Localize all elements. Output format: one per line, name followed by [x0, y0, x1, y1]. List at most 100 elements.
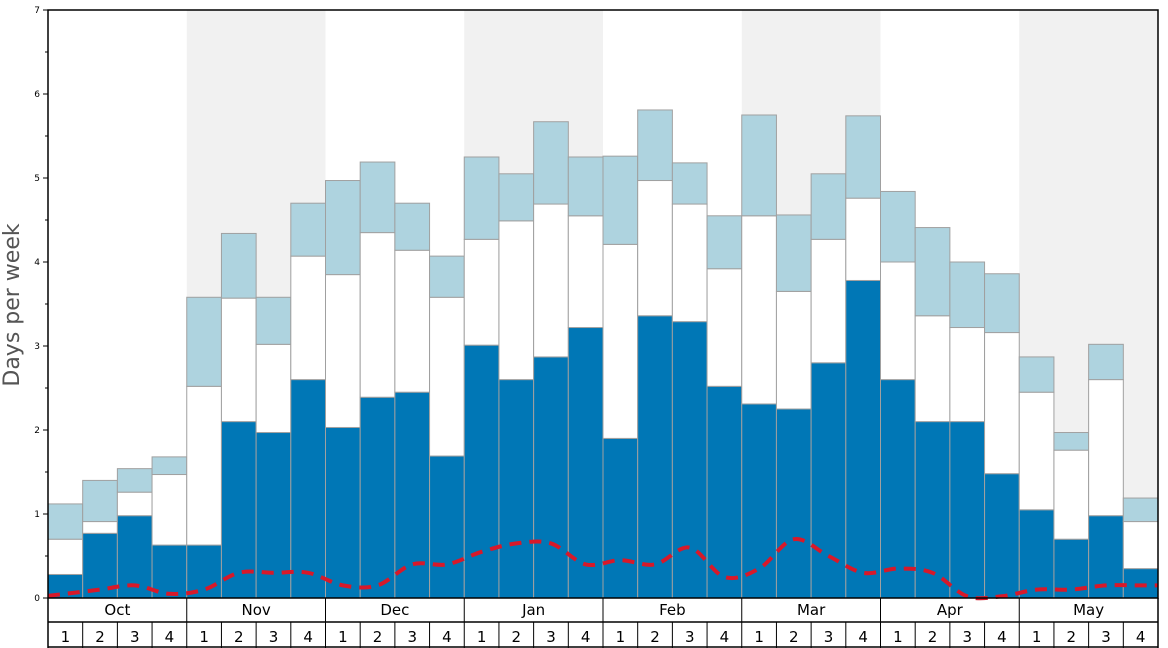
bar-middle-11	[394, 249, 431, 393]
week-label-15: 3	[546, 628, 556, 646]
bar-bottom-17	[602, 437, 639, 599]
bar-top-20	[706, 215, 743, 270]
bar-bottom-13	[463, 344, 500, 599]
y-tick-label-5: 5	[34, 174, 40, 184]
bar-top-7	[255, 296, 292, 345]
bar-top-5	[186, 296, 222, 387]
bar-middle-27	[949, 327, 986, 423]
week-label-12: 4	[442, 628, 452, 646]
week-label-2: 2	[95, 628, 105, 646]
week-label-29: 1	[1032, 628, 1042, 646]
bar-bottom-10	[359, 396, 396, 599]
bar-middle-26	[914, 315, 951, 423]
bar-top-9	[325, 180, 361, 276]
week-label-21: 1	[754, 628, 764, 646]
bar-bottom-8	[290, 379, 326, 599]
week-label-8: 4	[303, 628, 313, 646]
y-axis: 0 1 2 3 4 5 6 7	[34, 6, 48, 604]
week-label-27: 3	[962, 628, 972, 646]
bar-middle-6	[220, 297, 257, 423]
month-label-dec: Dec	[380, 601, 409, 619]
y-tick-label-6: 6	[34, 90, 40, 100]
bar-bottom-9	[325, 426, 361, 599]
bar-top-25	[880, 190, 916, 263]
bar-middle-4	[151, 474, 188, 546]
bar-top-14	[498, 173, 535, 222]
bar-bottom-12	[429, 455, 465, 599]
bar-middle-21	[741, 215, 777, 405]
bar-top-12	[429, 255, 465, 298]
bar-top-1	[47, 503, 84, 540]
bar-middle-15	[533, 203, 569, 358]
y-tick-label-7: 7	[34, 6, 40, 16]
y-tick-label-4: 4	[34, 258, 40, 268]
bar-top-28	[984, 273, 1020, 334]
bar-bottom-18	[637, 315, 673, 599]
week-label-14: 2	[512, 628, 522, 646]
bars	[47, 109, 1159, 599]
bar-middle-13	[463, 238, 500, 346]
week-label-32: 4	[1136, 628, 1146, 646]
bar-bottom-4	[151, 544, 188, 599]
y-tick-label-3: 3	[34, 342, 40, 352]
week-label-25: 1	[893, 628, 903, 646]
x-axis: Oct Nov Dec Jan Feb Mar Apr May 1 2 3 4 1 2 3 4 1 2 3 4 1 2 3 4…	[47, 598, 1159, 648]
week-label-22: 2	[789, 628, 799, 646]
bar-bottom-26	[914, 421, 951, 599]
bar-top-22	[775, 214, 812, 292]
bar-top-17	[602, 155, 639, 245]
week-label-4: 4	[165, 628, 175, 646]
month-label-oct: Oct	[104, 601, 130, 619]
bar-bottom-23	[810, 362, 847, 599]
bar-top-2	[82, 479, 118, 523]
bar-bottom-15	[533, 356, 569, 599]
bar-middle-18	[637, 180, 673, 317]
bar-top-11	[394, 202, 431, 251]
plot-frame	[47, 9, 1159, 599]
bar-top-4	[151, 456, 188, 476]
bar-bottom-32	[1122, 568, 1159, 599]
bar-middle-19	[671, 203, 708, 323]
week-label-7: 3	[269, 628, 279, 646]
week-label-17: 1	[616, 628, 626, 646]
week-label-26: 2	[928, 628, 938, 646]
month-label-apr: Apr	[937, 601, 964, 619]
bar-middle-17	[602, 243, 639, 439]
week-label-20: 4	[720, 628, 730, 646]
bar-bottom-22	[775, 408, 812, 599]
week-label-28: 4	[997, 628, 1007, 646]
bar-bottom-11	[394, 391, 431, 599]
bar-middle-12	[429, 296, 465, 457]
week-label-3: 3	[130, 628, 140, 646]
bar-bottom-5	[186, 544, 222, 599]
bar-top-24	[845, 115, 881, 199]
week-label-13: 1	[477, 628, 487, 646]
week-label-6: 2	[234, 628, 244, 646]
bar-middle-3	[116, 491, 153, 517]
week-label-23: 3	[824, 628, 834, 646]
week-label-10: 2	[373, 628, 383, 646]
bar-middle-8	[290, 255, 326, 381]
bar-middle-16	[567, 215, 604, 329]
y-tick-label-1: 1	[34, 510, 40, 520]
bar-middle-9	[325, 274, 361, 428]
month-label-nov: Nov	[241, 601, 270, 619]
bar-middle-31	[1088, 379, 1124, 517]
bar-top-32	[1122, 497, 1159, 523]
bar-middle-10	[359, 232, 396, 398]
bar-middle-1	[47, 538, 84, 575]
bar-top-27	[949, 261, 986, 329]
bar-top-23	[810, 173, 847, 240]
bar-middle-7	[255, 343, 292, 434]
week-label-19: 3	[685, 628, 695, 646]
month-label-mar: Mar	[797, 601, 826, 619]
week-label-16: 4	[581, 628, 591, 646]
month-label-may: May	[1073, 601, 1104, 619]
bar-top-31	[1088, 343, 1124, 381]
bar-top-29	[1018, 356, 1055, 393]
month-label-feb: Feb	[659, 601, 686, 619]
month-label-jan: Jan	[521, 601, 545, 619]
bar-top-18	[637, 109, 673, 182]
bar-middle-14	[498, 220, 535, 381]
